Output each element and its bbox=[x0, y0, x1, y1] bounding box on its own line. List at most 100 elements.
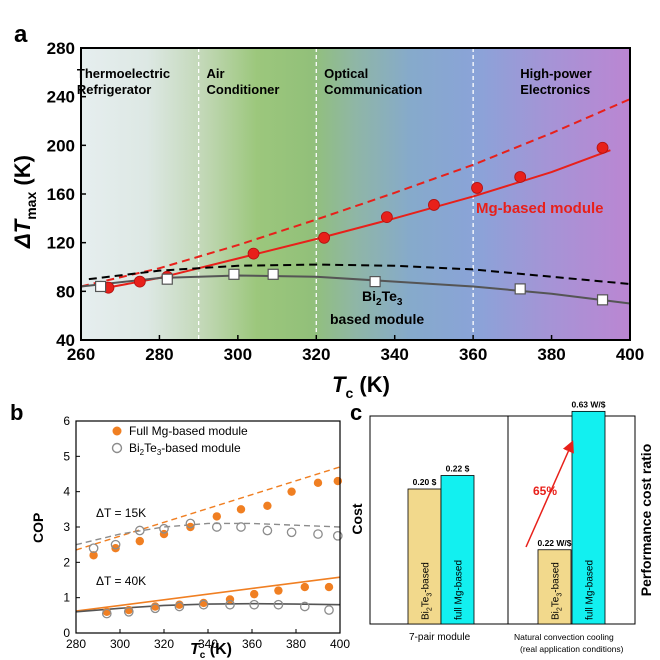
bi2te3-cop-point bbox=[299, 601, 310, 612]
bi2te3-data-point bbox=[228, 268, 240, 280]
legend-label-bi2te3: Bi2Te3-based module bbox=[129, 441, 241, 457]
panel-a-background bbox=[81, 48, 630, 340]
panel-a-x-axis-label: Tc (K) bbox=[332, 372, 390, 401]
panel-a-y-axis-label: ΔTmax (K) bbox=[10, 155, 39, 249]
legend-label-mg: Full Mg-based module bbox=[129, 424, 248, 438]
y-tick-label: 0 bbox=[63, 626, 70, 640]
bi2te3-data-point bbox=[514, 283, 526, 295]
bi2te3-cop-point bbox=[225, 599, 235, 610]
mg-cop-point bbox=[300, 582, 309, 592]
x-tick-label: 380 bbox=[286, 637, 306, 651]
x-tick-label: 260 bbox=[67, 345, 95, 364]
bi2te3-data-point bbox=[95, 280, 107, 293]
bi2te3-cop-point bbox=[332, 530, 343, 541]
x-tick-label: 280 bbox=[145, 345, 173, 364]
bi2te3-cop-point bbox=[211, 522, 222, 532]
mg-cop-point bbox=[135, 536, 144, 546]
panel-b: b 280 300 320 340 360 380 400 0 1 2 3 4 5 6 Full Mg-… bbox=[10, 400, 350, 660]
bar-category-label: full Mg-based bbox=[454, 560, 465, 620]
delta-t-40k-label: ΔT = 40K bbox=[96, 574, 146, 588]
bi2te3-data-point bbox=[161, 273, 173, 285]
region-label-line2: Refrigerator bbox=[77, 82, 151, 97]
mg-cop-point bbox=[186, 522, 195, 532]
bi2te3-cop-point bbox=[159, 523, 169, 534]
bar-value-label: 0.22 $ bbox=[446, 464, 470, 474]
y-tick-label: 120 bbox=[47, 234, 75, 253]
mg-cop-point bbox=[313, 478, 323, 488]
x-tick-label: 340 bbox=[381, 345, 409, 364]
panel-label-b: b bbox=[10, 400, 23, 425]
cop-line-orange-solid bbox=[75, 576, 341, 612]
x-tick-label: 400 bbox=[616, 345, 644, 364]
region-label-line2: Electronics bbox=[520, 82, 590, 97]
y-tick-label: 280 bbox=[47, 39, 75, 58]
x-tick-label: 340 bbox=[198, 637, 218, 651]
mg-module-label: Mg-based module bbox=[476, 200, 604, 217]
performance-cost-ratio-axis-label: Performance cost ratio bbox=[638, 444, 654, 597]
cost-bar bbox=[440, 475, 475, 625]
y-tick-label: 40 bbox=[56, 331, 75, 350]
panel-label-a: a bbox=[14, 21, 28, 48]
panel-a-y-ticks: 40 80 120 160 200 240 280 bbox=[47, 39, 86, 350]
x-tick-label: 380 bbox=[537, 345, 565, 364]
x-tick-label: 360 bbox=[459, 345, 487, 364]
bi2te3-cop-point bbox=[249, 599, 260, 610]
bi2te3-cop-point bbox=[185, 518, 196, 529]
mg-data-point bbox=[380, 211, 393, 224]
panel-b-x-ticks: 280 300 320 340 360 380 400 bbox=[66, 629, 350, 651]
bi2te3-cop-point bbox=[236, 522, 246, 532]
x-tick-label: 300 bbox=[224, 345, 252, 364]
panel-b-x-axis-label: Tc (K) bbox=[190, 641, 232, 660]
bar-value-label: 0.22 W/$ bbox=[537, 538, 571, 548]
panel-b-lines bbox=[75, 466, 341, 613]
bi2te3-data-point bbox=[369, 276, 381, 288]
region-label-line1: Air bbox=[206, 66, 224, 81]
x-tick-label: 300 bbox=[110, 637, 130, 651]
bi2te3-cop-point bbox=[273, 599, 284, 610]
x-tick-label: 320 bbox=[154, 637, 174, 651]
mg-cop-point bbox=[263, 501, 272, 510]
panel-b-points bbox=[88, 476, 343, 619]
bi2te3-module-label-line2: based module bbox=[330, 311, 424, 327]
legend-marker-mg bbox=[112, 426, 122, 436]
mg-data-point bbox=[471, 182, 483, 194]
panel-a-x-ticks: 260 280 300 320 340 360 380 400 bbox=[67, 335, 644, 364]
panel-a-points bbox=[95, 141, 609, 306]
cost-bar bbox=[407, 488, 442, 625]
mg-cop-point bbox=[250, 589, 259, 599]
mg-data-point bbox=[133, 275, 146, 288]
y-tick-label: 3 bbox=[63, 520, 70, 534]
mg-cop-point bbox=[287, 487, 296, 496]
bi2te3-cop-point bbox=[174, 601, 185, 612]
legend-marker-bi2te3 bbox=[111, 442, 123, 454]
series-line-red-dashed bbox=[80, 98, 631, 288]
y-tick-label: 80 bbox=[56, 282, 75, 301]
mg-data-point bbox=[514, 171, 527, 183]
region-label-line1: Thermoelectric bbox=[77, 66, 170, 81]
bi2te3-cop-point bbox=[88, 543, 99, 554]
group-label-natural-convection: Natural convection cooling bbox=[514, 632, 614, 642]
bi2te3-cop-point bbox=[262, 525, 273, 536]
y-tick-label: 5 bbox=[63, 449, 70, 463]
mg-data-point bbox=[428, 199, 440, 211]
panel-label-c: c bbox=[350, 400, 362, 425]
region-label-line1: High-power bbox=[520, 66, 592, 81]
panel-b-y-ticks: 0 1 2 3 4 5 6 bbox=[63, 414, 80, 640]
mg-cop-point bbox=[274, 586, 283, 595]
mg-cop-point bbox=[111, 544, 120, 553]
y-tick-label: 200 bbox=[47, 136, 75, 155]
cost-axis-label: Cost bbox=[349, 503, 365, 534]
x-tick-label: 320 bbox=[302, 345, 330, 364]
cop-line-orange-dashed bbox=[75, 466, 341, 551]
bi2te3-cop-point bbox=[134, 525, 145, 536]
bar-category-label: full Mg-based bbox=[585, 560, 596, 620]
bar-category-label: Bi2Te3-based bbox=[421, 562, 434, 620]
bi2te3-cop-point bbox=[123, 606, 134, 617]
x-tick-label: 360 bbox=[242, 637, 262, 651]
bi2te3-cop-point bbox=[101, 608, 112, 619]
group-subtitle: (real application conditions) bbox=[520, 644, 624, 654]
